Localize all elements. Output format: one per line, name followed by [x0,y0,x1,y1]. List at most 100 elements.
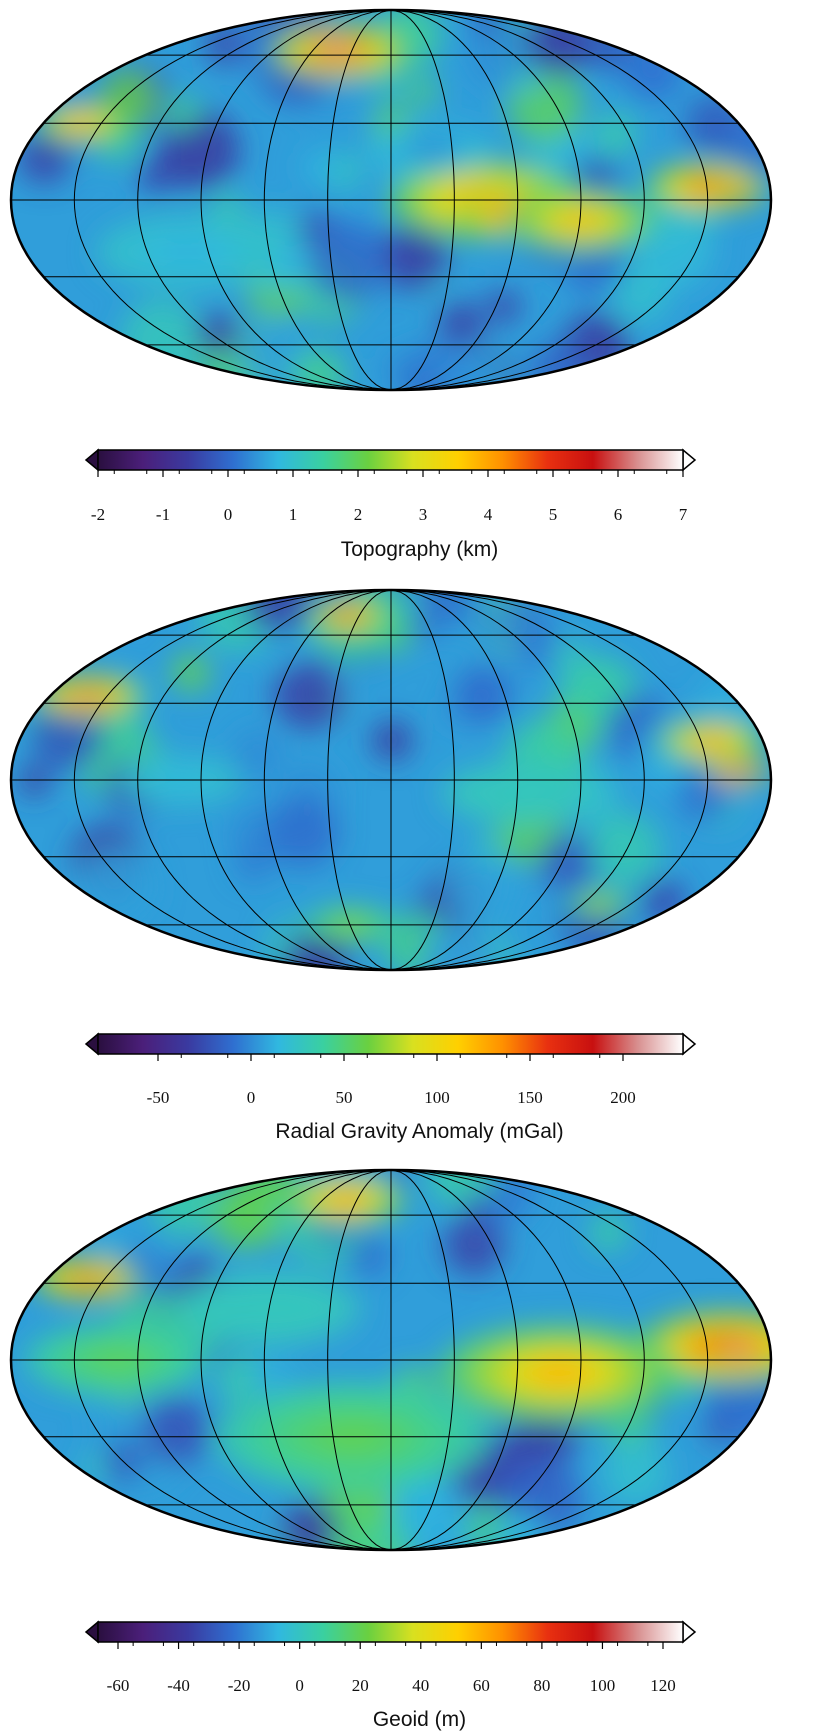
colorbar-tick-label: 1 [288,505,298,524]
colorbar-tick-label: 50 [335,1088,353,1107]
map-anomaly [416,142,447,155]
map-anomaly [80,691,93,696]
topography-map [9,8,773,392]
map-anomaly [330,1193,361,1206]
map-texture [475,831,505,862]
colorbar-tick-label: 20 [351,1676,369,1695]
map-texture [487,290,521,324]
map-texture [18,765,50,797]
map-texture [238,30,280,72]
map-texture [623,40,684,101]
map-texture [463,1194,493,1223]
map-texture [611,266,670,325]
colorbar-tick-label: -40 [167,1676,190,1695]
map-texture [267,795,339,868]
colorbar-tick-label: 60 [472,1676,490,1695]
colorbar-tick-label: 80 [533,1676,551,1695]
map-texture [439,349,495,390]
map-texture [372,720,412,761]
map-anomaly [591,900,607,907]
map-surface [11,10,771,390]
colorbar-upper-arrow [682,1620,697,1644]
map-texture [211,192,245,226]
map-texture [572,155,618,201]
colorbar-tick-label: -20 [227,1676,251,1695]
map-anomaly [338,612,358,620]
map-texture [391,1478,444,1531]
colorbar-gradient [97,1033,684,1055]
map-texture [17,131,72,185]
map-anomaly [731,769,747,776]
map-texture [285,929,345,970]
map-surface [11,590,771,970]
map-texture [524,10,593,76]
map-anomaly [327,39,347,48]
map-outline [9,588,773,972]
gravity-panel: -50 0 50 100 150 200 Radial Gravity Anomaly (… [0,580,839,1143]
map-texture [590,1213,627,1251]
gravity-colorbar-title: Radial Gravity Anomaly (mGal) [275,1120,564,1143]
geoid-panel: -60 -40 -20 0 20 40 60 80 100 120 Geoid (m) [0,1160,839,1731]
map-texture [273,659,344,730]
map-anomaly [529,1360,590,1386]
colorbar-tick-label: 2 [353,505,363,524]
map-texture [420,614,451,645]
map-texture [439,301,485,347]
colorbar-tick-label: 100 [589,1676,616,1695]
colorbar-tick-label: 0 [246,1088,256,1107]
topography-colorbar [84,448,697,477]
map-texture [308,222,388,303]
colorbar-tick-label: 6 [613,505,623,524]
map-texture [302,150,336,184]
map-texture [601,1438,670,1507]
map-anomaly [733,189,745,195]
topography-colorbar-title: Topography (km) [340,538,499,561]
colorbar-lower-arrow [84,1032,99,1056]
map-texture [466,601,513,649]
map-texture [423,927,499,970]
map-texture [593,112,637,156]
gravity-map [9,588,773,972]
colorbar-tick-label: 150 [517,1088,543,1107]
colorbar-upper-arrow [682,448,697,472]
colorbar-tick-label: 4 [483,505,493,524]
map-texture [443,1214,505,1276]
colorbar-tick-label: 0 [223,505,233,524]
colorbar-gradient [97,1621,684,1643]
map-texture [165,95,200,130]
geoid-colorbar-title: Geoid (m) [372,1708,467,1731]
map-anomaly [698,735,725,747]
map-outline [9,8,773,392]
map-texture [196,313,239,356]
colorbar-upper-arrow [682,1032,697,1056]
map-texture [348,1236,389,1277]
map-texture [76,848,157,928]
colorbar-tick-label: 120 [650,1676,676,1695]
colorbar-lower-arrow [84,1620,99,1644]
colorbar-tick-label: 3 [418,505,428,524]
map-texture [513,62,544,93]
colorbar-tick-label: -2 [90,505,106,524]
colorbar-tick-label: 5 [548,505,558,524]
colorbar-tick-label: 0 [295,1676,304,1695]
map-texture [236,846,271,881]
geoid-map [9,1168,773,1552]
map-texture [538,834,596,892]
map-texture [280,1501,339,1550]
topography-panel: -2 -1 0 1 2 3 4 5 6 7 Topography (km) [0,0,839,561]
colorbar-tick-label: 7 [678,505,688,524]
map-texture [454,666,512,724]
gravity-colorbar [84,1032,697,1061]
geoid-colorbar [84,1620,697,1649]
map-texture [724,117,771,172]
colorbar-tick-label: -50 [146,1088,170,1107]
map-texture [159,109,240,190]
map-anomaly [731,1351,747,1358]
map-texture [171,653,211,693]
colorbar-tick-label: -1 [155,505,171,524]
map-texture [142,1396,211,1465]
colorbar-tick-label: 200 [610,1088,636,1107]
map-texture [406,75,438,107]
map-texture [380,222,449,290]
map-texture [641,879,687,925]
